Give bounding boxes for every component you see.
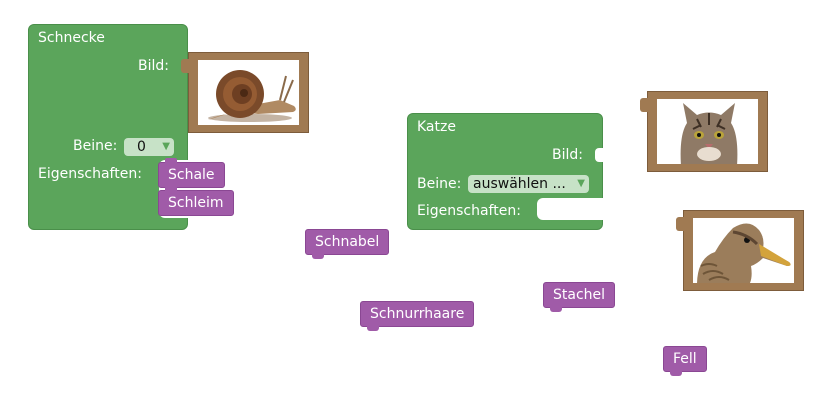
property-block-whiskers[interactable]: Schnurrhaare — [360, 301, 475, 331]
property-connector — [550, 306, 562, 312]
property-label: Schale — [168, 167, 215, 183]
property-block-fur[interactable]: Fell — [663, 346, 707, 376]
picture-connector — [676, 217, 685, 231]
legs-dropdown-value: 0 — [137, 139, 146, 155]
properties-label: Eigenschaften: — [38, 166, 142, 182]
property-block-beak[interactable]: Schnabel — [305, 229, 390, 259]
picture-connector — [640, 98, 649, 112]
property-connector — [312, 253, 324, 259]
property-block-spines[interactable]: Stachel — [543, 282, 616, 312]
property-label: Stachel — [553, 287, 606, 303]
picture-block-snail[interactable] — [181, 52, 309, 133]
duck-photo-icon — [693, 218, 794, 283]
property-block-shell[interactable]: Schale — [158, 158, 225, 188]
animal-block-cat[interactable]: Katze Bild: Beine: auswählen ... ▼ Eigen… — [407, 113, 604, 230]
property-connector — [165, 158, 177, 164]
legs-dropdown[interactable]: 0 ▼ — [124, 138, 174, 156]
picture-block-duck[interactable] — [676, 210, 804, 291]
property-block-slime[interactable]: Schleim — [158, 186, 234, 216]
picture-connector — [181, 59, 190, 73]
legs-dropdown-value: auswählen ... — [473, 176, 566, 192]
property-label: Schleim — [168, 195, 224, 211]
cat-photo-icon — [657, 99, 758, 164]
property-connector — [670, 370, 682, 376]
animal-name: Katze — [417, 119, 456, 135]
property-label: Schnurrhaare — [370, 306, 465, 322]
animal-name: Schnecke — [38, 30, 105, 46]
property-label: Schnabel — [315, 234, 380, 250]
dropdown-arrow-icon: ▼ — [577, 178, 585, 189]
dropdown-arrow-icon: ▼ — [162, 141, 170, 152]
snail-photo-icon — [198, 60, 299, 125]
property-connector — [165, 186, 177, 192]
properties-label: Eigenschaften: — [417, 203, 521, 219]
legs-label: Beine: — [417, 176, 462, 192]
legs-label: Beine: — [73, 138, 118, 154]
properties-input-slot[interactable] — [537, 198, 604, 220]
picture-block-cat[interactable] — [640, 91, 768, 172]
picture-label: Bild: — [552, 147, 583, 163]
legs-dropdown[interactable]: auswählen ... ▼ — [468, 175, 589, 193]
property-label: Fell — [673, 351, 697, 367]
property-connector — [367, 325, 379, 331]
picture-input-slot[interactable] — [595, 148, 603, 162]
picture-label: Bild: — [138, 58, 169, 74]
